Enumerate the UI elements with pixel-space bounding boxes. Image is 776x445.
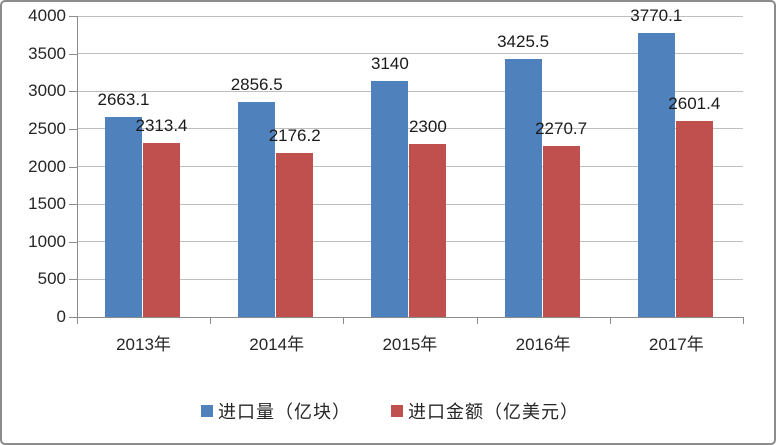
bar-进口金额（亿美元）-2016年	[542, 146, 580, 317]
y-tick-0	[69, 317, 78, 318]
x-axis-label-2016年: 2016年	[515, 335, 571, 354]
gridline-4000	[77, 15, 743, 17]
x-tick-0	[77, 317, 78, 324]
y-tick-3500	[69, 53, 78, 55]
bar-进口量（亿块）-2014年	[238, 102, 276, 317]
bar-value-label-进口量（亿块）-2013年: 2663.1	[97, 89, 150, 109]
y-axis	[77, 16, 78, 317]
legend-swatch-blue-icon	[201, 405, 213, 417]
bar-value-label-进口金额（亿美元）-2014年: 2176.2	[268, 126, 321, 146]
x-tick-4	[610, 317, 611, 324]
x-tick-2	[343, 317, 344, 324]
bar-进口金额（亿美元）-2014年	[276, 153, 314, 317]
y-tick-1000	[69, 241, 78, 243]
bar-value-label-进口金额（亿美元）-2016年: 2270.7	[535, 119, 588, 139]
x-tick-1	[210, 317, 211, 324]
legend-item-import-value: 进口金额（亿美元）	[391, 398, 579, 424]
bar-进口量（亿块）-2013年	[105, 116, 142, 317]
y-tick-2500	[69, 128, 78, 130]
x-tick-end	[743, 317, 744, 324]
y-axis-label-3000: 3000	[28, 81, 66, 101]
bar-value-label-进口金额（亿美元）-2017年: 2601.4	[668, 94, 721, 114]
bar-进口金额（亿美元）-2013年	[143, 142, 180, 317]
y-axis-label-2000: 2000	[28, 156, 66, 176]
y-tick-1500	[69, 204, 78, 206]
y-axis-label-2500: 2500	[28, 118, 66, 138]
y-axis-label-4000: 4000	[28, 6, 66, 25]
y-axis-label-500: 500	[37, 269, 66, 289]
gridline-3500	[77, 53, 743, 55]
bar-进口金额（亿美元）-2015年	[409, 143, 447, 317]
bar-value-label-进口金额（亿美元）-2015年: 2300	[408, 116, 447, 136]
bar-value-label-进口量（亿块）-2014年: 2856.5	[230, 75, 283, 95]
y-axis-label-0: 0	[56, 307, 66, 326]
x-axis-label-2017年: 2017年	[648, 335, 704, 354]
x-axis-label-2013年: 2013年	[116, 335, 171, 354]
bar-value-label-进口量（亿块）-2016年: 3425.5	[497, 32, 550, 52]
bar-value-label-进口量（亿块）-2015年: 3140	[370, 53, 409, 73]
bar-进口量（亿块）-2016年	[504, 59, 542, 317]
chart-legend: 进口量（亿块） 进口金额（亿美元）	[2, 398, 774, 424]
x-axis	[77, 317, 744, 318]
x-axis-label-2015年: 2015年	[382, 335, 438, 354]
y-tick-500	[69, 279, 78, 281]
y-tick-2000	[69, 166, 78, 168]
bar-进口量（亿块）-2015年	[371, 80, 409, 317]
x-axis-label-2014年: 2014年	[249, 335, 305, 354]
bar-进口金额（亿美元）-2017年	[675, 121, 713, 317]
bar-value-label-进口量（亿块）-2017年: 3770.1	[630, 6, 683, 26]
legend-swatch-red-icon	[391, 405, 403, 417]
y-axis-label-3500: 3500	[28, 43, 66, 63]
x-tick-3	[477, 317, 478, 324]
bar-进口量（亿块）-2017年	[637, 33, 675, 317]
y-tick-4000	[69, 16, 78, 17]
gridline-2500	[77, 128, 743, 130]
gridline-3000	[77, 90, 743, 92]
y-tick-3000	[69, 91, 78, 93]
y-axis-label-1000: 1000	[28, 231, 66, 251]
legend-label-import-volume: 进口量（亿块）	[218, 402, 351, 422]
y-axis-label-1500: 1500	[28, 194, 66, 214]
legend-item-import-volume: 进口量（亿块）	[201, 398, 351, 424]
bar-value-label-进口金额（亿美元）-2013年: 2313.4	[135, 115, 188, 135]
legend-label-import-value: 进口金额（亿美元）	[408, 402, 579, 422]
